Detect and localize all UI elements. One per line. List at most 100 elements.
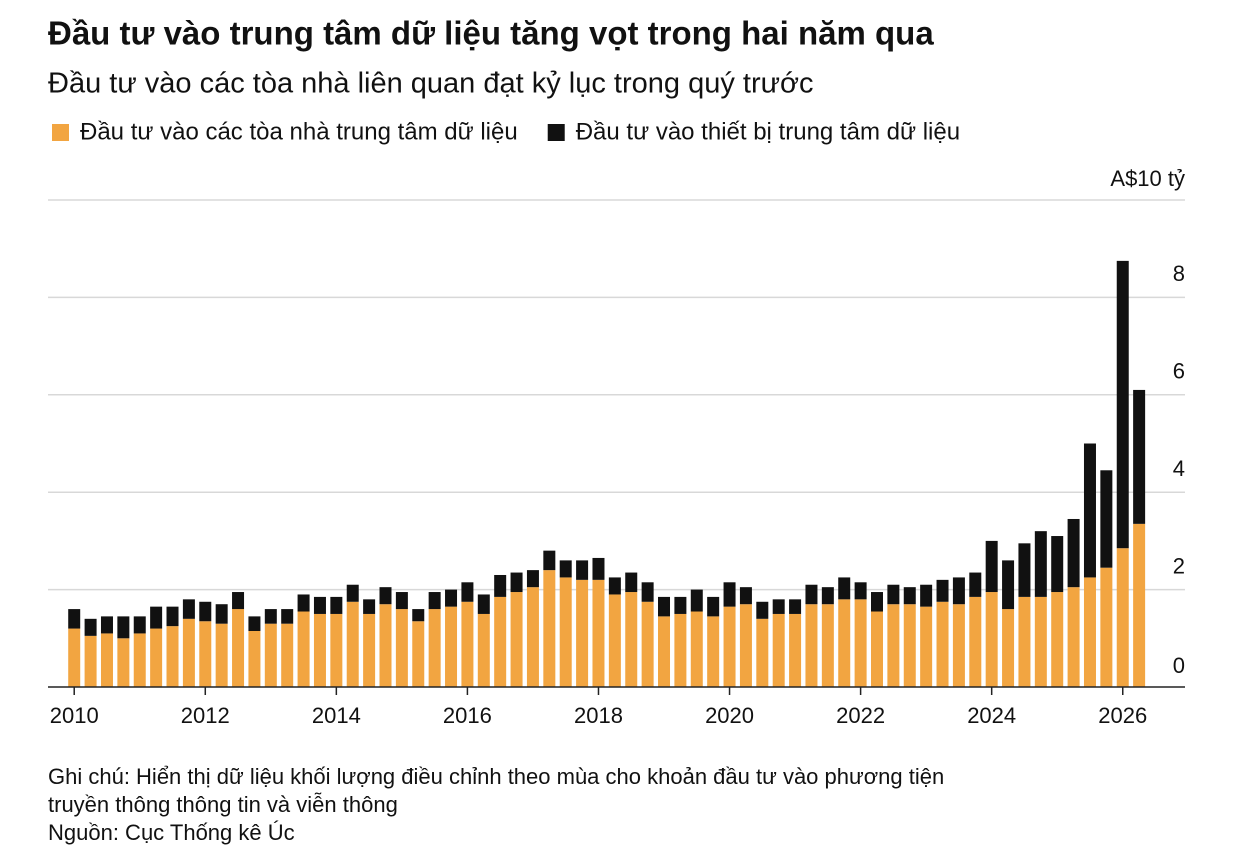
bar: [100, 633, 113, 687]
bar: [1034, 531, 1047, 597]
bar: [674, 613, 687, 687]
bar: [903, 604, 916, 687]
bar: [887, 604, 900, 687]
bar: [117, 616, 130, 639]
note: truyền thông thông tin và viễn thông: [48, 792, 398, 817]
bar: [658, 596, 671, 617]
bar: [412, 621, 425, 687]
bar: [1083, 577, 1096, 687]
bar: [854, 599, 867, 687]
bar: [412, 609, 425, 622]
bar: [625, 572, 638, 593]
bar: [346, 601, 359, 687]
bar: [936, 601, 949, 687]
bar: [920, 606, 933, 687]
bar: [215, 604, 228, 624]
bar: [1034, 596, 1047, 687]
bar: [789, 613, 802, 687]
bar: [166, 626, 179, 687]
chart-subtitle: Đầu tư vào các tòa nhà liên quan đạt kỷ …: [48, 68, 814, 100]
x-tick-label: 2014: [312, 703, 361, 728]
bar: [576, 560, 589, 580]
bar: [690, 589, 703, 612]
bar: [363, 613, 376, 687]
bar: [608, 577, 621, 595]
bar: [166, 606, 179, 627]
bar: [1133, 389, 1146, 524]
bar: [363, 599, 376, 614]
bar: [199, 621, 212, 687]
bar: [592, 579, 605, 687]
bar: [576, 579, 589, 687]
bar: [150, 628, 163, 687]
bar: [84, 635, 97, 687]
bar: [526, 570, 539, 588]
bar: [952, 577, 965, 605]
bar: [592, 557, 605, 580]
bar: [461, 601, 474, 687]
x-tick-label: 2010: [50, 703, 99, 728]
bar: [1067, 587, 1080, 687]
bar: [756, 618, 769, 687]
bar: [232, 609, 245, 687]
bar: [1051, 536, 1064, 593]
bar: [84, 618, 97, 636]
bar: [461, 582, 474, 602]
bar: [346, 584, 359, 602]
bar: [281, 609, 294, 624]
legend-swatch: [52, 124, 69, 141]
bar: [281, 623, 294, 687]
bar: [445, 606, 458, 687]
bar: [150, 606, 163, 629]
bar: [707, 616, 720, 687]
bar: [559, 577, 572, 687]
bar: [985, 592, 998, 687]
bar: [133, 616, 146, 634]
bar: [199, 601, 212, 622]
bar: [264, 609, 277, 624]
bar: [789, 599, 802, 614]
bar: [297, 611, 310, 687]
bar: [756, 601, 769, 619]
legend-label: Đầu tư vào thiết bị trung tâm dữ liệu: [576, 118, 960, 145]
bar: [510, 572, 523, 593]
bar: [690, 611, 703, 687]
bar: [707, 596, 720, 617]
bar: [870, 611, 883, 687]
x-tick-label: 2020: [705, 703, 754, 728]
bar: [182, 618, 195, 687]
bar: [494, 574, 507, 597]
bar: [1067, 518, 1080, 588]
bar: [526, 587, 539, 687]
bar: [641, 601, 654, 687]
bar: [445, 589, 458, 607]
bar: [68, 628, 81, 687]
y-tick-label: 6: [1173, 359, 1185, 384]
bar: [920, 584, 933, 607]
bar: [68, 609, 81, 629]
source: Nguồn: Cục Thống kê Úc: [48, 820, 295, 845]
bar: [821, 587, 834, 605]
note: Ghi chú: Hiển thị dữ liệu khối lượng điề…: [48, 764, 944, 789]
bar: [494, 596, 507, 687]
x-tick-label: 2026: [1098, 703, 1147, 728]
bar: [952, 604, 965, 687]
bar: [903, 587, 916, 605]
bar: [232, 592, 245, 610]
bar: [100, 616, 113, 634]
bar: [428, 592, 441, 610]
bar: [723, 606, 736, 687]
bar: [723, 582, 736, 607]
bar: [985, 540, 998, 593]
legend-label: Đầu tư vào các tòa nhà trung tâm dữ liệu: [80, 118, 518, 145]
bar: [1018, 543, 1031, 597]
bar: [772, 599, 785, 614]
bar: [936, 579, 949, 602]
bar: [264, 623, 277, 687]
x-tick-label: 2024: [967, 703, 1016, 728]
bar: [379, 587, 392, 605]
bar: [117, 638, 130, 687]
bar: [805, 584, 818, 605]
